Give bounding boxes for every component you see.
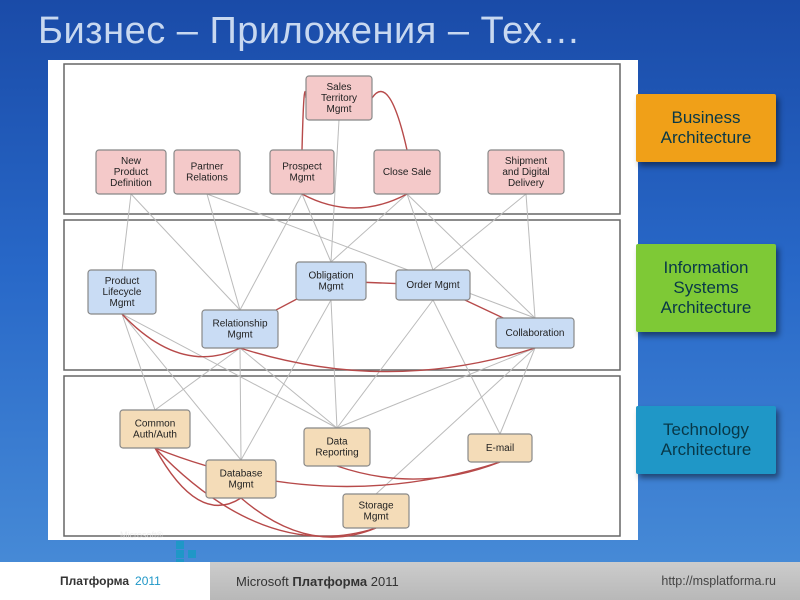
footer: Платформа 2011 Microsoft Платформа 2011 …: [0, 562, 800, 600]
svg-text:Partner: Partner: [191, 162, 224, 173]
svg-text:Close Sale: Close Sale: [383, 167, 432, 178]
svg-text:Order Mgmt: Order Mgmt: [406, 280, 460, 291]
svg-text:Mgmt: Mgmt: [228, 330, 253, 341]
microsoft-tag: Microsoft®: [120, 530, 163, 540]
svg-text:Mgmt: Mgmt: [364, 512, 389, 523]
svg-text:Delivery: Delivery: [508, 178, 544, 189]
svg-text:New: New: [121, 156, 142, 167]
svg-text:Auth/Auth: Auth/Auth: [133, 430, 177, 441]
svg-text:Common: Common: [135, 419, 176, 430]
svg-text:Mgmt: Mgmt: [290, 173, 315, 184]
svg-text:Relations: Relations: [186, 173, 228, 184]
svg-text:Mgmt: Mgmt: [229, 480, 254, 491]
svg-text:Prospect: Prospect: [282, 162, 322, 173]
svg-text:and Digital: and Digital: [502, 167, 549, 178]
svg-text:Obligation: Obligation: [308, 271, 353, 282]
svg-text:E-mail: E-mail: [486, 443, 514, 454]
svg-text:Mgmt: Mgmt: [319, 282, 344, 293]
svg-text:Product: Product: [105, 276, 140, 287]
svg-text:Mgmt: Mgmt: [110, 298, 135, 309]
svg-text:Collaboration: Collaboration: [506, 328, 565, 339]
svg-text:Sales: Sales: [326, 82, 351, 93]
footer-brand: Платформа 2011: [0, 562, 210, 600]
svg-text:Database: Database: [220, 469, 263, 480]
layer-label-tech: Technology Architecture: [636, 406, 776, 474]
layer-label-info: Information Systems Architecture: [636, 244, 776, 332]
svg-text:Definition: Definition: [110, 178, 152, 189]
svg-text:Territory: Territory: [321, 93, 357, 104]
svg-text:Shipment: Shipment: [505, 156, 547, 167]
svg-text:Relationship: Relationship: [212, 319, 267, 330]
svg-text:Lifecycle: Lifecycle: [103, 287, 142, 298]
footer-title: Microsoft Платформа 2011: [210, 562, 590, 600]
architecture-diagram: NewProductDefinitionPartnerRelationsPros…: [48, 60, 638, 540]
footer-url: http://msplatforma.ru: [590, 562, 800, 600]
svg-text:Storage: Storage: [358, 501, 393, 512]
diagram-container: NewProductDefinitionPartnerRelationsPros…: [48, 60, 638, 540]
svg-text:Product: Product: [114, 167, 149, 178]
svg-text:Mgmt: Mgmt: [327, 104, 352, 115]
svg-text:Data: Data: [326, 437, 348, 448]
slide-title: Бизнес – Приложения – Тех…: [38, 10, 581, 53]
svg-text:Reporting: Reporting: [315, 448, 358, 459]
layer-label-business: Business Architecture: [636, 94, 776, 162]
